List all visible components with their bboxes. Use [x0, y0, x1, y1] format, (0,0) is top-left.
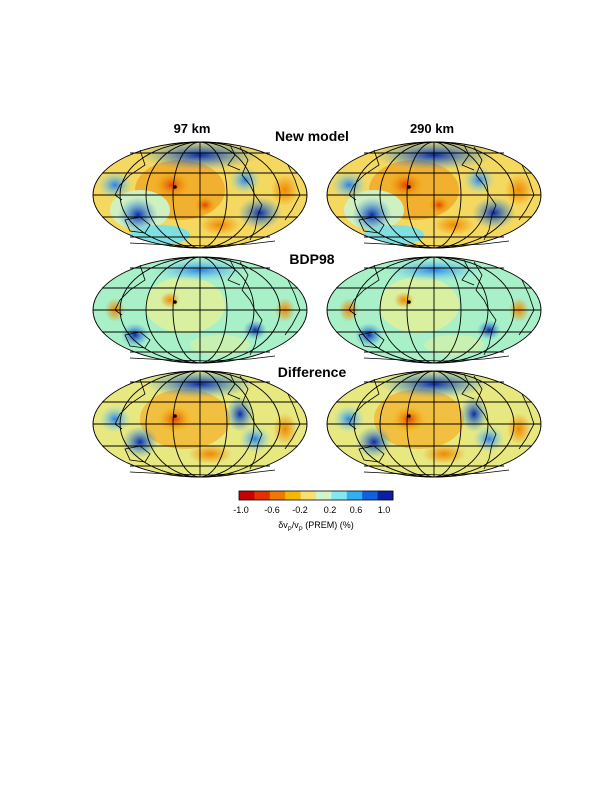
colorbar-segment — [316, 491, 332, 500]
map-bdp98-97km — [90, 254, 310, 366]
column-label-97km: 97 km — [173, 121, 211, 136]
colorbar-tick: 0.6 — [349, 505, 363, 515]
colorbar-segment — [269, 491, 286, 500]
map-difference-290km — [324, 368, 544, 480]
map-new-model-97km — [90, 139, 310, 251]
colorbar-segment — [285, 491, 301, 500]
map-difference-97km — [90, 368, 310, 480]
row-label-difference: Difference — [277, 364, 347, 380]
row-label-bdp98: BDP98 — [289, 251, 335, 267]
map-bdp98-290km — [324, 254, 544, 366]
colorbar-tick: -0.2 — [292, 505, 308, 515]
colorbar-segment — [300, 491, 317, 500]
colorbar-tick: -1.0 — [233, 505, 249, 515]
map-new-model-290km — [324, 139, 544, 251]
colorbar-tick: 0.2 — [323, 505, 337, 515]
colorbar-segment — [331, 491, 348, 500]
colorbar-tick: 1.0 — [377, 505, 391, 515]
colorbar-title: δvP/vP (PREM) (%) — [278, 520, 354, 533]
colorbar-tick: -0.6 — [264, 505, 280, 515]
colorbar — [238, 490, 394, 501]
colorbar-segment — [346, 491, 363, 500]
colorbar-segment — [377, 491, 394, 500]
colorbar-segment — [254, 491, 271, 500]
colorbar-frame — [238, 490, 394, 501]
row-label-new-model: New model — [275, 128, 349, 144]
colorbar-segment — [362, 491, 378, 500]
colorbar-segment — [239, 491, 255, 500]
column-label-290km: 290 km — [409, 121, 455, 136]
